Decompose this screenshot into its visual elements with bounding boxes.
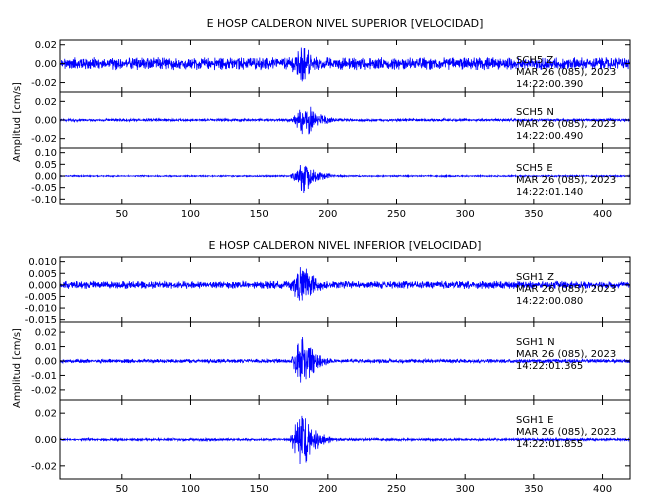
waveform-line xyxy=(59,337,631,383)
waveform-line xyxy=(59,165,631,193)
x-tick-label: 50 xyxy=(115,209,128,220)
y-tick-label: 0.10 xyxy=(35,148,57,159)
date-label: MAR 26 (085), 2023 xyxy=(516,284,616,295)
time-label: 14:22:00.080 xyxy=(516,296,583,307)
y-tick-label: 0.00 xyxy=(35,435,57,446)
x-tick-label: 250 xyxy=(387,209,406,220)
x-tick-label: 350 xyxy=(524,484,543,495)
station-component-label: SCH5 N xyxy=(516,107,554,118)
waveform-line xyxy=(59,47,631,82)
y-axis-label: Amplitud [cm/s] xyxy=(12,328,23,408)
y-tick-label: -0.05 xyxy=(31,183,57,194)
x-tick-label: 250 xyxy=(387,484,406,495)
y-tick-label: 0.005 xyxy=(28,269,57,280)
time-label: 14:22:01.855 xyxy=(516,439,583,450)
waveform-line xyxy=(59,415,631,465)
y-tick-label: 0.00 xyxy=(35,116,57,127)
y-tick-label: 0.00 xyxy=(35,357,57,368)
x-tick-label: 200 xyxy=(318,484,337,495)
y-tick-label: -0.01 xyxy=(31,371,57,382)
date-label: MAR 26 (085), 2023 xyxy=(516,175,616,186)
y-tick-label: 0.00 xyxy=(35,59,57,70)
chart-inferior: E HOSP CALDERON NIVEL INFERIOR [VELOCIDA… xyxy=(12,239,631,495)
station-component-label: SGH1 Z xyxy=(516,272,554,283)
x-tick-label: 400 xyxy=(593,484,612,495)
station-component-label: SCH5 Z xyxy=(516,55,553,66)
y-tick-label: -0.02 xyxy=(31,461,57,472)
x-tick-label: 200 xyxy=(318,209,337,220)
station-component-label: SCH5 E xyxy=(516,163,553,174)
y-tick-label: 0.02 xyxy=(35,97,57,108)
y-tick-label: -0.10 xyxy=(31,195,57,206)
x-tick-label: 350 xyxy=(524,209,543,220)
y-tick-label: 0.000 xyxy=(28,280,57,291)
y-tick-label: 0.01 xyxy=(35,342,57,353)
time-label: 14:22:00.390 xyxy=(516,79,583,90)
y-tick-label: -0.02 xyxy=(31,134,57,145)
y-tick-label: 0.02 xyxy=(35,40,57,51)
x-tick-label: 50 xyxy=(115,484,128,495)
y-tick-label: -0.015 xyxy=(25,315,57,326)
y-tick-label: -0.02 xyxy=(31,385,57,396)
chart-title: E HOSP CALDERON NIVEL SUPERIOR [VELOCIDA… xyxy=(207,17,484,30)
x-tick-label: 400 xyxy=(593,209,612,220)
time-label: 14:22:01.140 xyxy=(516,187,583,198)
y-tick-label: 0.05 xyxy=(35,160,57,171)
y-axis-label: Amplitud [cm/s] xyxy=(12,82,23,162)
time-label: 14:22:01.365 xyxy=(516,361,583,372)
x-tick-label: 150 xyxy=(250,209,269,220)
y-tick-label: 0.00 xyxy=(35,172,57,183)
station-component-label: SGH1 E xyxy=(516,415,553,426)
waveform-line xyxy=(59,267,631,301)
chart-superior: E HOSP CALDERON NIVEL SUPERIOR [VELOCIDA… xyxy=(12,17,631,220)
x-tick-label: 300 xyxy=(456,209,475,220)
waveform-line xyxy=(59,106,631,135)
station-component-label: SGH1 N xyxy=(516,337,555,348)
chart-title: E HOSP CALDERON NIVEL INFERIOR [VELOCIDA… xyxy=(209,239,482,252)
date-label: MAR 26 (085), 2023 xyxy=(516,349,616,360)
date-label: MAR 26 (085), 2023 xyxy=(516,427,616,438)
y-tick-label: -0.010 xyxy=(25,304,57,315)
x-tick-label: 150 xyxy=(250,484,269,495)
time-label: 14:22:00.490 xyxy=(516,131,583,142)
y-tick-label: -0.02 xyxy=(31,78,57,89)
y-tick-label: 0.02 xyxy=(35,409,57,420)
x-tick-label: 100 xyxy=(181,209,200,220)
y-tick-label: 0.02 xyxy=(35,328,57,339)
x-tick-label: 100 xyxy=(181,484,200,495)
y-tick-label: -0.005 xyxy=(25,292,57,303)
x-tick-label: 300 xyxy=(456,484,475,495)
date-label: MAR 26 (085), 2023 xyxy=(516,67,616,78)
date-label: MAR 26 (085), 2023 xyxy=(516,119,616,130)
y-tick-label: 0.010 xyxy=(28,257,57,268)
